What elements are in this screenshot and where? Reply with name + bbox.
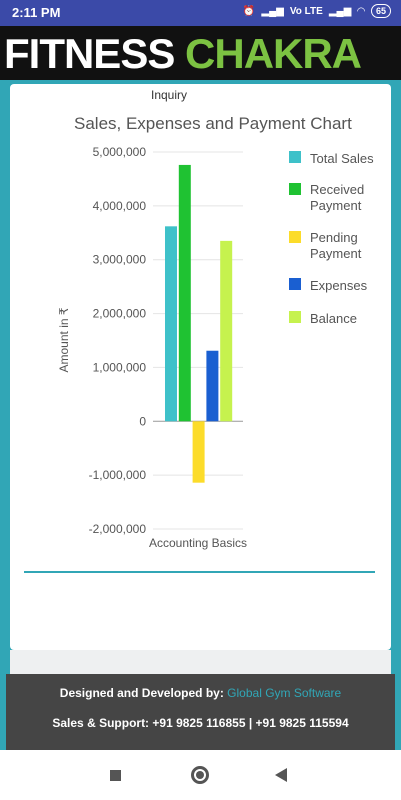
chart-svg: 5,000,000 4,000,000 3,000,000 2,000,000 1,00…	[57, 145, 374, 550]
x-category-label: Accounting Basics	[149, 536, 247, 550]
legend-swatch	[289, 183, 301, 195]
legend-swatch	[289, 278, 301, 290]
card-divider	[24, 571, 375, 573]
legend-label: Payment	[310, 246, 362, 261]
android-nav-bar	[0, 750, 401, 800]
y-axis-label: Amount in ₹	[57, 307, 71, 372]
status-time: 2:11 PM	[12, 5, 61, 20]
brand-logo: FITNESS CHAKRA	[4, 30, 362, 78]
wifi-icon: ◠	[357, 5, 365, 17]
bar-total-sales[interactable]	[165, 226, 177, 422]
recents-icon[interactable]	[110, 770, 121, 781]
legend-label: Received	[310, 182, 364, 197]
legend-label: Payment	[310, 198, 362, 213]
brand-word-2: CHAKRA	[185, 30, 362, 77]
footer-support: Sales & Support: +91 9825 116855 | +91 9…	[52, 716, 349, 730]
back-icon[interactable]	[275, 768, 287, 782]
legend-label: Expenses	[310, 278, 368, 293]
y-tick-label: 5,000,000	[93, 145, 147, 159]
status-icons: ⏰ ▂▄▆ Vo LTE ▂▄▆ ◠ 65	[243, 4, 391, 18]
legend-label: Total Sales	[310, 151, 374, 166]
footer-credit: Designed and Developed by: Global Gym So…	[6, 686, 395, 700]
volte-label: Vo LTE	[289, 5, 323, 17]
y-tick-label: 2,000,000	[93, 307, 147, 321]
bar-expenses[interactable]	[206, 350, 219, 422]
card-gap	[10, 650, 391, 674]
signal-icon: ▂▄▆	[261, 5, 284, 17]
bar-balance[interactable]	[220, 240, 233, 422]
y-tick-label: 3,000,000	[93, 253, 147, 267]
y-tick-label: 0	[139, 414, 146, 428]
legend-swatch	[289, 151, 301, 163]
y-tick-label: -2,000,000	[89, 522, 147, 536]
chart-legend: Total SalesReceivedPaymentPendingPayment…	[289, 151, 374, 326]
y-tick-label: 4,000,000	[93, 199, 147, 213]
chart-title: Sales, Expenses and Payment Chart	[74, 114, 352, 133]
inquiry-label[interactable]: Inquiry	[151, 88, 188, 102]
alarm-icon: ⏰	[242, 5, 256, 17]
battery-icon: 65	[370, 4, 391, 18]
designed-by-link[interactable]: Global Gym Software	[227, 686, 342, 700]
legend-label: Pending	[310, 230, 358, 245]
home-icon[interactable]	[191, 766, 209, 784]
footer: Designed and Developed by: Global Gym So…	[6, 674, 395, 750]
signal-icon-2: ▂▄▆	[328, 5, 352, 17]
brand-word-1: FITNESS	[4, 30, 175, 77]
legend-swatch	[289, 311, 301, 323]
y-tick-label: 1,000,000	[93, 360, 147, 374]
bar-pending-payment[interactable]	[192, 421, 205, 483]
app-header: FITNESS CHAKRA	[0, 26, 401, 80]
x-axis: Accounting Basics	[149, 536, 247, 550]
designed-by-label: Designed and Developed by:	[59, 686, 224, 700]
y-axis: 5,000,000 4,000,000 3,000,000 2,000,000 1,00…	[57, 145, 146, 536]
legend-label: Balance	[310, 311, 357, 326]
legend-swatch	[289, 231, 301, 243]
status-bar: 2:11 PM ⏰ ▂▄▆ Vo LTE ▂▄▆ ◠ 65	[0, 0, 401, 26]
bar-received-payment[interactable]	[178, 164, 191, 422]
chart-bars	[165, 164, 233, 483]
y-tick-label: -1,000,000	[89, 468, 147, 482]
